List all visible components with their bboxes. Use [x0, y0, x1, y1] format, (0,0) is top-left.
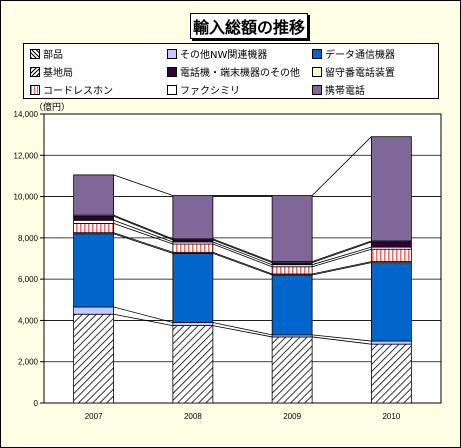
- bar-segment: [73, 306, 115, 315]
- legend-swatch: [312, 84, 322, 95]
- bar-segment: [172, 243, 214, 253]
- legend-item-data-comm: データ通信機器: [312, 46, 395, 61]
- series-connector: [212, 322, 273, 336]
- series-connector: [312, 261, 372, 275]
- legend-item-other-nw: その他NW関連機器: [167, 46, 267, 61]
- series-connector: [113, 233, 174, 254]
- series-connector: [312, 246, 372, 266]
- series-connector: [113, 219, 174, 243]
- legend-label: コードレスホン: [43, 86, 113, 97]
- legend-swatch: [30, 84, 40, 95]
- series-connector: [113, 232, 174, 253]
- bar-segment: [271, 274, 313, 336]
- series-connector: [311, 240, 372, 262]
- bar-segment: [73, 223, 115, 234]
- bar-segment: [271, 266, 313, 275]
- legend-label: 電話機・端末機器のその他: [180, 68, 300, 79]
- bar-segment: [370, 241, 412, 248]
- y-tick-label: 8,000: [18, 234, 39, 243]
- series-connector: [113, 174, 174, 196]
- legend-label: 部品: [43, 50, 63, 61]
- y-tick-label: 2,000: [18, 358, 39, 367]
- bar-segment: [73, 174, 115, 216]
- bar-segment: [73, 233, 115, 308]
- y-axis-unit: （億円）: [34, 103, 71, 113]
- series-connector: [212, 325, 273, 338]
- y-tick-label: 6,000: [18, 275, 39, 284]
- legend-swatch: [167, 84, 177, 95]
- series-connector: [212, 238, 273, 262]
- bar-segment: [73, 219, 115, 224]
- legend-swatch: [312, 66, 322, 77]
- bar-segment: [271, 195, 313, 262]
- series-connector: [113, 215, 174, 241]
- bar-segment: [172, 322, 214, 326]
- y-tick-label: 14,000: [14, 110, 39, 119]
- legend: 部品 その他NW関連機器 データ通信機器 基地局 電話機・端末機器のその他 留守…: [23, 43, 439, 99]
- legend-label: ファクシミリ: [180, 86, 240, 97]
- bar-segment: [172, 252, 214, 323]
- legend-item-mobile: 携帯電話: [312, 82, 365, 97]
- legend-item-cordless: コードレスホン: [30, 82, 113, 97]
- series-connector: [113, 306, 173, 323]
- bar-segment: [370, 343, 412, 404]
- legend-label: その他NW関連機器: [180, 50, 268, 61]
- legend-swatch: [30, 66, 40, 77]
- legend-label: データ通信機器: [325, 50, 395, 61]
- series-connector: [113, 313, 173, 326]
- legend-swatch: [167, 48, 177, 59]
- series-connector: [212, 251, 273, 275]
- legend-item-base-station: 基地局: [30, 64, 73, 79]
- series-connector: [312, 336, 372, 345]
- legend-swatch: [312, 48, 322, 59]
- series-connector: [312, 262, 372, 276]
- bar-segment: [370, 248, 412, 262]
- x-tick-label: 2007: [85, 412, 103, 421]
- legend-swatch: [167, 66, 177, 77]
- legend-item-fax: ファクシミリ: [167, 82, 240, 97]
- bar-segment: [271, 336, 313, 404]
- series-connector: [113, 214, 174, 240]
- series-connector: [212, 239, 273, 264]
- bar-segment: [370, 136, 412, 242]
- bar-segment: [73, 313, 115, 404]
- bar-segment: [73, 215, 115, 221]
- x-tick-label: 2010: [382, 412, 400, 421]
- y-tick-label: 12,000: [14, 151, 39, 160]
- series-connector: [312, 248, 372, 268]
- y-tick-label: 0: [34, 399, 39, 408]
- series-connector: [311, 136, 372, 196]
- legend-swatch: [30, 48, 40, 59]
- legend-label: 留守番電話装置: [325, 68, 395, 79]
- legend-label: 基地局: [43, 68, 73, 79]
- y-tick-label: 10,000: [14, 193, 39, 202]
- y-tick-label: 4,000: [18, 316, 39, 325]
- bar-segment: [172, 325, 214, 404]
- bar-segment: [172, 195, 214, 240]
- legend-item-parts: 部品: [30, 46, 63, 61]
- legend-label: 携帯電話: [325, 86, 365, 97]
- series-connector: [212, 243, 273, 268]
- series-connector: [212, 241, 273, 266]
- series-connector: [311, 241, 372, 264]
- x-tick-label: 2008: [184, 412, 202, 421]
- chart-title: 輸入総額の推移: [190, 13, 308, 39]
- bar-segment: [370, 340, 412, 345]
- legend-item-answering: 留守番電話装置: [312, 64, 395, 79]
- series-connector: [113, 223, 174, 245]
- legend-item-phone-other: 電話機・端末機器のその他: [167, 64, 300, 79]
- series-connector: [312, 334, 372, 342]
- bar-segment: [370, 262, 412, 342]
- x-tick-label: 2009: [283, 412, 301, 421]
- series-connector: [212, 252, 273, 276]
